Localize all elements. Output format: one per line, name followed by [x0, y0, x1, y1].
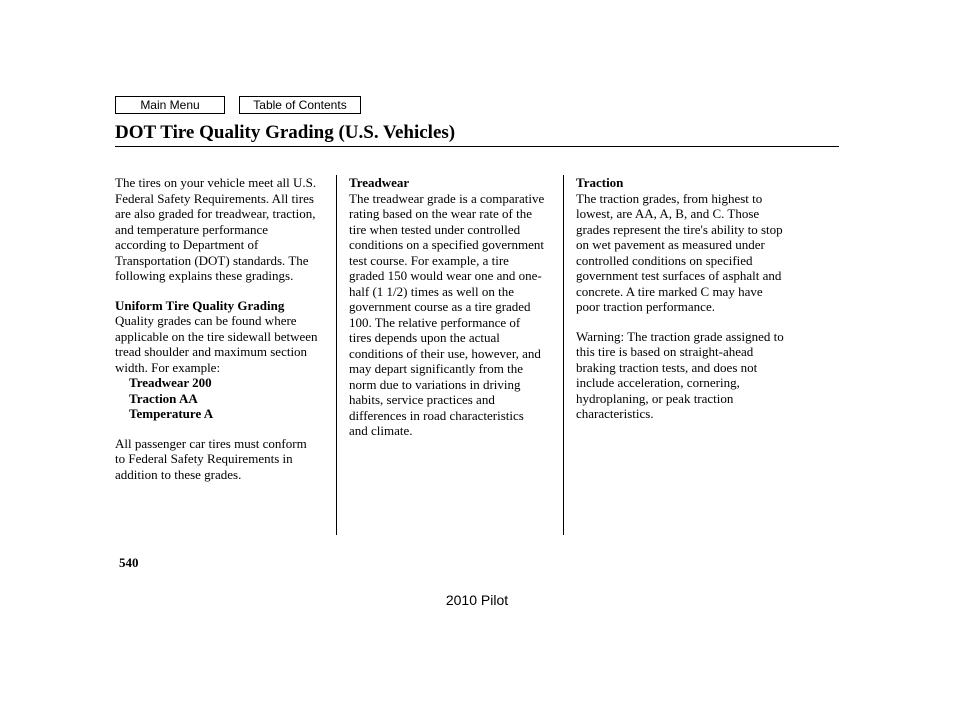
- traction-block-1: Traction The traction grades, from highe…: [576, 175, 784, 315]
- traction-paragraph-1: The traction grades, from highest to low…: [576, 191, 783, 315]
- utqg-block: Uniform Tire Quality Grading Quality gra…: [115, 298, 320, 422]
- example-traction: Traction AA: [115, 391, 198, 406]
- column-1: The tires on your vehicle meet all U.S. …: [115, 175, 330, 535]
- toc-button[interactable]: Table of Contents: [239, 96, 361, 114]
- manual-page: Main Menu Table of Contents DOT Tire Qua…: [0, 0, 954, 710]
- utqg-paragraph: Quality grades can be found where applic…: [115, 313, 318, 375]
- traction-heading: Traction: [576, 175, 623, 190]
- intro-paragraph: The tires on your vehicle meet all U.S. …: [115, 175, 320, 284]
- treadwear-heading: Treadwear: [349, 175, 409, 190]
- page-number: 540: [119, 555, 139, 571]
- nav-row: Main Menu Table of Contents: [115, 96, 839, 114]
- example-treadwear: Treadwear 200: [115, 375, 212, 390]
- conform-paragraph: All passenger car tires must conform to …: [115, 436, 320, 483]
- footer-model: 2010 Pilot: [0, 592, 954, 608]
- column-2: Treadwear The treadwear grade is a compa…: [336, 175, 557, 535]
- traction-paragraph-2: Warning: The traction grade assigned to …: [576, 329, 784, 422]
- utqg-heading: Uniform Tire Quality Grading: [115, 298, 284, 313]
- columns: The tires on your vehicle meet all U.S. …: [115, 175, 839, 535]
- treadwear-paragraph: The treadwear grade is a comparative rat…: [349, 191, 544, 439]
- example-temperature: Temperature A: [115, 406, 213, 421]
- title-rule: [115, 146, 839, 147]
- page-title: DOT Tire Quality Grading (U.S. Vehicles): [115, 122, 839, 144]
- column-3: Traction The traction grades, from highe…: [563, 175, 784, 535]
- treadwear-block: Treadwear The treadwear grade is a compa…: [349, 175, 545, 439]
- main-menu-button[interactable]: Main Menu: [115, 96, 225, 114]
